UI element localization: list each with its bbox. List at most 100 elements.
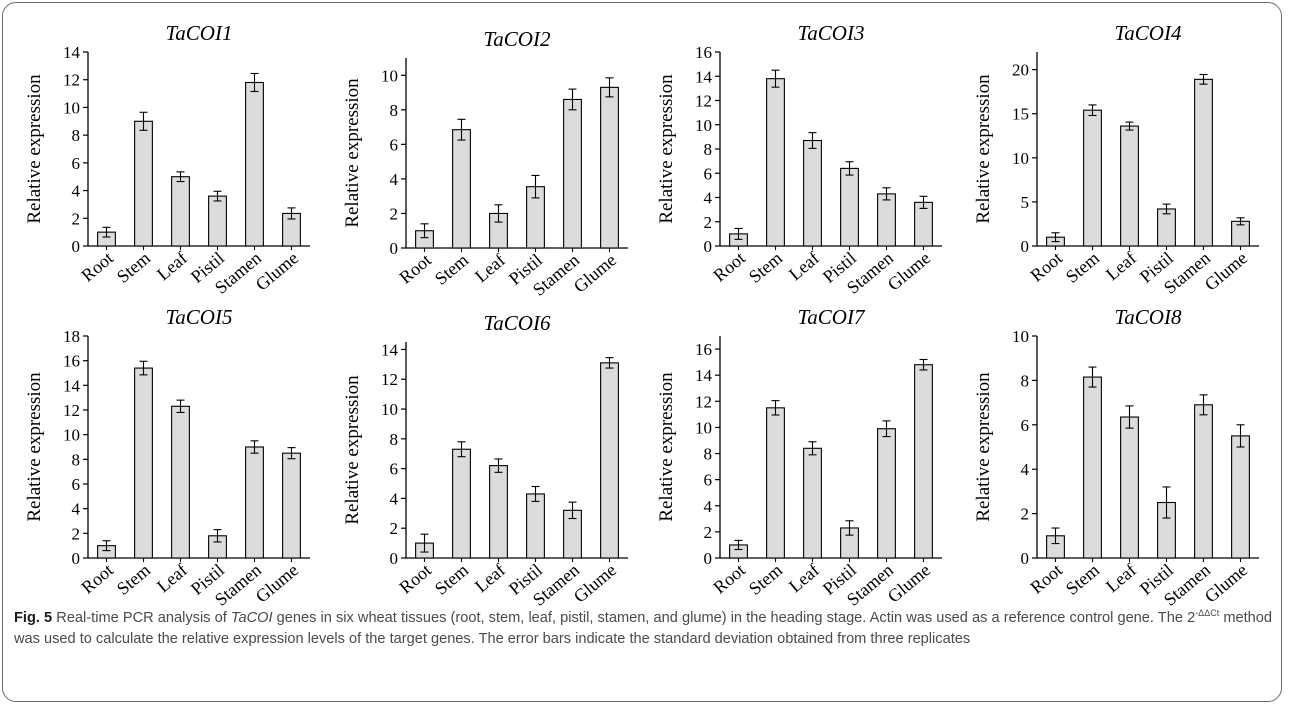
category-label-glume: Glume <box>570 250 620 297</box>
y-tick-label: 12 <box>695 392 712 411</box>
y-tick-label: 10 <box>1012 327 1029 346</box>
category-label-root: Root <box>77 560 117 598</box>
chart-title: TaCOI1 <box>166 21 233 45</box>
y-tick-label: 10 <box>63 98 80 117</box>
bar-stem <box>1083 109 1102 247</box>
y-tick-label: 20 <box>1012 61 1029 80</box>
y-tick-label: 6 <box>390 135 399 154</box>
category-label-leaf: Leaf <box>785 248 823 285</box>
y-axis-label: Relative expression <box>24 372 45 522</box>
y-tick-label: 6 <box>704 471 713 490</box>
category-label-root: Root <box>77 248 117 286</box>
y-tick-label: 14 <box>695 366 713 385</box>
figure-frame <box>2 2 1282 702</box>
bar-stamen <box>877 428 896 559</box>
category-label-stem: Stem <box>431 250 472 289</box>
y-tick-label: 8 <box>72 450 81 469</box>
figure-label: Fig. 5 <box>14 610 53 626</box>
y-axis-label: Relative expression <box>973 74 994 224</box>
y-axis-label: Relative expression <box>342 375 363 525</box>
y-axis-label: Relative expression <box>656 74 677 224</box>
bar-leaf <box>489 465 508 559</box>
category-label-root: Root <box>395 250 435 288</box>
bar-stem <box>452 448 471 559</box>
category-label-glume: Glume <box>252 560 302 607</box>
y-axis-label: Relative expression <box>656 372 677 522</box>
y-tick-label: 4 <box>72 500 81 519</box>
chart-panel-8: TaCOI8 Relative expression 0 2 4 6 8 10 RootStem… <box>973 305 1259 610</box>
category-label-root: Root <box>1026 560 1066 598</box>
y-tick-label: 2 <box>704 213 713 232</box>
category-label-stem: Stem <box>431 560 472 599</box>
y-tick-label: 4 <box>72 182 81 201</box>
y-tick-label: 12 <box>381 370 398 389</box>
y-tick-label: 2 <box>390 519 399 538</box>
y-tick-label: 8 <box>390 101 399 120</box>
y-axis-label: Relative expression <box>24 74 45 224</box>
category-label-leaf: Leaf <box>471 560 509 597</box>
bar-stem <box>134 120 153 247</box>
y-tick-label: 0 <box>390 549 399 568</box>
category-label-leaf: Leaf <box>1102 560 1140 597</box>
y-tick-label: 0 <box>72 549 81 568</box>
category-label-stem: Stem <box>1062 248 1103 287</box>
y-tick-label: 10 <box>381 400 398 419</box>
bar-pistil <box>208 195 227 247</box>
bar-stamen <box>877 193 896 247</box>
y-tick-label: 12 <box>695 92 712 111</box>
y-tick-label: 4 <box>390 489 399 508</box>
chart-panel-3: TaCOI3 Relative expression 0 2 4 6 8 10 12 14 16 Ro… <box>656 21 942 298</box>
category-label-leaf: Leaf <box>785 560 823 597</box>
chart-title: TaCOI8 <box>1115 305 1182 329</box>
y-tick-label: 16 <box>695 43 712 62</box>
bar-leaf <box>171 405 190 559</box>
y-tick-label: 0 <box>1021 237 1030 256</box>
y-tick-label: 0 <box>390 239 399 258</box>
category-label-leaf: Leaf <box>471 250 509 287</box>
y-tick-label: 16 <box>695 340 712 359</box>
y-tick-label: 10 <box>1012 149 1029 168</box>
category-label-stem: Stem <box>113 248 154 287</box>
bar-stamen <box>245 446 264 559</box>
y-tick-label: 10 <box>695 418 712 437</box>
y-tick-label: 0 <box>72 237 81 256</box>
chart-title: TaCOI7 <box>798 305 866 329</box>
bar-stamen <box>1194 404 1213 559</box>
y-tick-label: 8 <box>704 445 713 464</box>
bar-pistil <box>1157 208 1176 247</box>
y-tick-label: 14 <box>63 376 81 395</box>
bar-stem <box>1083 376 1102 559</box>
y-tick-label: 2 <box>72 209 81 228</box>
category-label-stem: Stem <box>745 560 786 599</box>
y-tick-label: 10 <box>695 116 712 135</box>
y-tick-label: 2 <box>390 204 399 223</box>
bar-glume <box>600 86 619 249</box>
y-tick-label: 8 <box>390 430 399 449</box>
bar-stem <box>134 367 153 559</box>
bar-stem <box>766 407 785 559</box>
chart-title: TaCOI2 <box>484 27 551 51</box>
bar-glume <box>914 364 933 559</box>
category-label-stem: Stem <box>1062 560 1103 599</box>
caption-text-2: genes in six wheat tissues (root, stem, … <box>272 610 1196 626</box>
y-tick-label: 8 <box>704 140 713 159</box>
chart-panel-5: TaCOI5 Relative expression 0 2 4 6 8 10 12 14 16 18… <box>24 305 310 610</box>
category-label-root: Root <box>709 248 749 286</box>
y-tick-label: 12 <box>63 71 80 90</box>
bar-stem <box>766 78 785 247</box>
bar-pistil <box>840 167 859 247</box>
y-tick-label: 8 <box>72 126 81 145</box>
category-label-leaf: Leaf <box>153 560 191 597</box>
y-tick-label: 0 <box>1021 549 1030 568</box>
category-label-stem: Stem <box>113 560 154 599</box>
figure-caption: Fig. 5 Real-time PCR analysis of TaCOI g… <box>14 608 1272 650</box>
chart-title: TaCOI6 <box>484 311 551 335</box>
y-tick-label: 10 <box>63 426 80 445</box>
chart-title: TaCOI5 <box>166 305 233 329</box>
y-tick-label: 6 <box>72 475 81 494</box>
category-label-glume: Glume <box>884 560 934 607</box>
bar-glume <box>282 452 301 559</box>
bar-leaf <box>171 176 190 247</box>
caption-gene-name: TaCOI <box>230 610 273 626</box>
category-label-stem: Stem <box>745 248 786 287</box>
